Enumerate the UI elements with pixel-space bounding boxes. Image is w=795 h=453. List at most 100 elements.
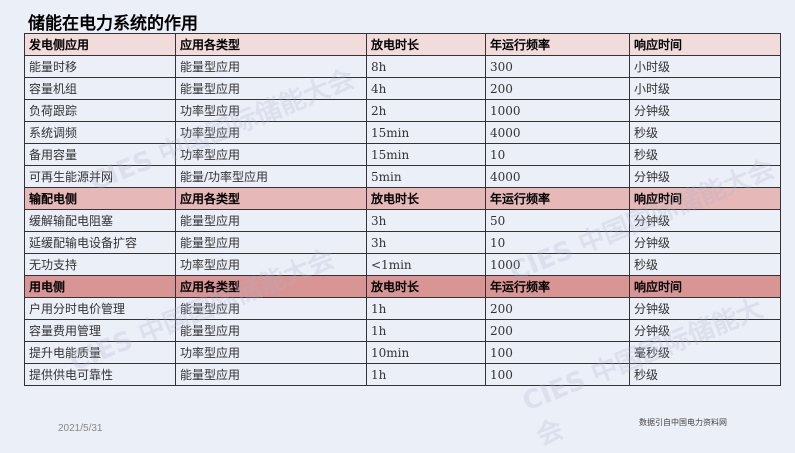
table-cell: 秒级 [629, 143, 781, 166]
table-cell: 15min [366, 143, 486, 166]
table-row: 能量时移 能量型应用 8h 300 小时级 [24, 55, 781, 78]
table-row: 负荷跟踪 功率型应用 2h 1000 分钟级 [24, 99, 781, 122]
header-cell: 响应时间 [629, 33, 781, 56]
section-header-row: 输配电侧 应用各类型 放电时长 年运行频率 响应时间 [24, 187, 781, 210]
header-cell: 年运行频率 [485, 33, 630, 56]
table-cell: 10min [366, 341, 486, 364]
table-cell: 100 [485, 341, 630, 364]
table-cell: 1h [366, 363, 486, 386]
slide-title: 储能在电力系统的作用 [28, 14, 198, 34]
table-cell: 分钟级 [629, 297, 781, 320]
table-cell: 户用分时电价管理 [24, 297, 176, 320]
table-cell: 分钟级 [629, 165, 781, 188]
header-cell: 响应时间 [629, 187, 781, 210]
table-cell: 1000 [485, 99, 630, 122]
table-cell: 功率型应用 [175, 341, 367, 364]
table-cell: <1min [366, 253, 486, 276]
table-cell: 4000 [485, 121, 630, 144]
table-row: 备用容量 功率型应用 15min 10 秒级 [24, 143, 781, 166]
table-cell: 4000 [485, 165, 630, 188]
table-cell: 200 [485, 77, 630, 100]
table-cell: 缓解输配电阻塞 [24, 209, 176, 232]
table-cell: 能量型应用 [175, 363, 367, 386]
table-cell: 系统调频 [24, 121, 176, 144]
table-row: 延缓配输电设备扩容 能量型应用 3h 10 分钟级 [24, 231, 781, 254]
table-cell: 功率型应用 [175, 99, 367, 122]
table-cell: 50 [485, 209, 630, 232]
table-cell: 小时级 [629, 77, 781, 100]
header-cell: 放电时长 [366, 187, 486, 210]
source-note: 数据引自中国电力资料网 [639, 418, 727, 427]
header-cell: 放电时长 [366, 275, 486, 298]
header-cell: 输配电侧 [24, 187, 176, 210]
header-cell: 响应时间 [629, 275, 781, 298]
table-cell: 功率型应用 [175, 143, 367, 166]
table-cell: 分钟级 [629, 99, 781, 122]
table-cell: 10 [485, 143, 630, 166]
table-cell: 200 [485, 297, 630, 320]
header-cell: 应用各类型 [175, 33, 367, 56]
table-cell: 3h [366, 209, 486, 232]
table-cell: 秒级 [629, 253, 781, 276]
table-cell: 200 [485, 319, 630, 342]
table-cell: 负荷跟踪 [24, 99, 176, 122]
storage-table: 发电侧应用 应用各类型 放电时长 年运行频率 响应时间 能量时移 能量型应用 8h 300 小时级… [24, 33, 781, 386]
table-cell: 秒级 [629, 363, 781, 386]
table-row: 无功支持 功率型应用 <1min 1000 秒级 [24, 253, 781, 276]
table-cell: 毫秒级 [629, 341, 781, 364]
section-header-row: 用电侧 应用各类型 放电时长 年运行频率 响应时间 [24, 275, 781, 298]
table-cell: 备用容量 [24, 143, 176, 166]
table-cell: 能量型应用 [175, 319, 367, 342]
header-cell: 放电时长 [366, 33, 486, 56]
table-cell: 4h [366, 77, 486, 100]
table-cell: 延缓配输电设备扩容 [24, 231, 176, 254]
table-cell: 提升电能质量 [24, 341, 176, 364]
table-cell: 分钟级 [629, 319, 781, 342]
table-cell: 3h [366, 231, 486, 254]
table-row: 提升电能质量 功率型应用 10min 100 毫秒级 [24, 341, 781, 364]
header-cell: 应用各类型 [175, 275, 367, 298]
table-cell: 无功支持 [24, 253, 176, 276]
table-cell: 能量型应用 [175, 55, 367, 78]
table-cell: 小时级 [629, 55, 781, 78]
table-cell: 2h [366, 99, 486, 122]
table-cell: 100 [485, 363, 630, 386]
table-row: 缓解输配电阻塞 能量型应用 3h 50 分钟级 [24, 209, 781, 232]
header-cell: 用电侧 [24, 275, 176, 298]
table-row: 可再生能源并网 能量/功率型应用 5min 4000 分钟级 [24, 165, 781, 188]
table-cell: 秒级 [629, 121, 781, 144]
table-cell: 5min [366, 165, 486, 188]
table-cell: 300 [485, 55, 630, 78]
table-cell: 10 [485, 231, 630, 254]
table-row: 容量费用管理 能量型应用 1h 200 分钟级 [24, 319, 781, 342]
table-cell: 能量型应用 [175, 231, 367, 254]
table-row: 提供供电可靠性 能量型应用 1h 100 秒级 [24, 363, 781, 386]
table-row: 容量机组 能量型应用 4h 200 小时级 [24, 77, 781, 100]
table-cell: 能量/功率型应用 [175, 165, 367, 188]
table-cell: 可再生能源并网 [24, 165, 176, 188]
table-cell: 能量型应用 [175, 77, 367, 100]
table-cell: 能量型应用 [175, 297, 367, 320]
table-row: 系统调频 功率型应用 15min 4000 秒级 [24, 121, 781, 144]
table-cell: 容量费用管理 [24, 319, 176, 342]
table-cell: 功率型应用 [175, 121, 367, 144]
header-cell: 应用各类型 [175, 187, 367, 210]
header-cell: 年运行频率 [485, 275, 630, 298]
section-header-row: 发电侧应用 应用各类型 放电时长 年运行频率 响应时间 [24, 33, 781, 56]
table-cell: 1h [366, 297, 486, 320]
table-cell: 分钟级 [629, 231, 781, 254]
table-cell: 1000 [485, 253, 630, 276]
header-cell: 年运行频率 [485, 187, 630, 210]
table-cell: 能量型应用 [175, 209, 367, 232]
header-cell: 发电侧应用 [24, 33, 176, 56]
table-cell: 能量时移 [24, 55, 176, 78]
table-cell: 15min [366, 121, 486, 144]
table-cell: 提供供电可靠性 [24, 363, 176, 386]
table-cell: 功率型应用 [175, 253, 367, 276]
table-cell: 容量机组 [24, 77, 176, 100]
table-cell: 1h [366, 319, 486, 342]
table-row: 户用分时电价管理 能量型应用 1h 200 分钟级 [24, 297, 781, 320]
table-cell: 分钟级 [629, 209, 781, 232]
table-cell: 8h [366, 55, 486, 78]
date: 2021/5/31 [58, 423, 103, 434]
